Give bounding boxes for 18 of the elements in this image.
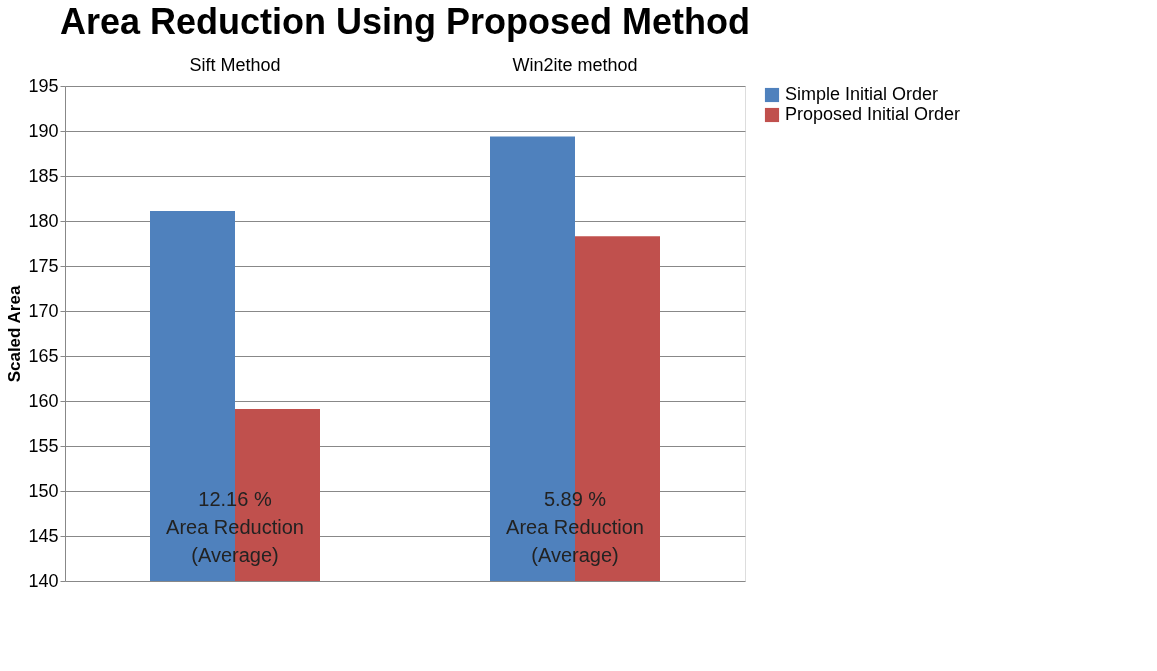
legend-label: Simple Initial Order <box>785 84 939 104</box>
y-tick-label: 180 <box>28 210 59 231</box>
legend-label: Proposed Initial Order <box>785 104 961 124</box>
y-tick-label: 140 <box>28 570 59 591</box>
y-tick-label: 145 <box>28 525 59 546</box>
y-tick-label: 165 <box>28 345 59 366</box>
x-tick-label: Win2ite method <box>512 54 638 75</box>
y-tick-label: 175 <box>28 255 59 276</box>
y-tick-label: 150 <box>28 480 59 501</box>
y-tick-label: 185 <box>28 165 59 186</box>
y-tick-label: 155 <box>28 435 59 456</box>
y-tick-label: 160 <box>28 390 59 411</box>
chart-title: Area Reduction Using Proposed Method <box>59 1 751 42</box>
y-tick-label: 190 <box>28 120 59 141</box>
y-axis-title: Scaled Area <box>5 285 25 383</box>
y-tick-label: 170 <box>28 300 59 321</box>
y-tick-label: 195 <box>28 75 59 96</box>
x-tick-label: Sift Method <box>189 54 281 75</box>
